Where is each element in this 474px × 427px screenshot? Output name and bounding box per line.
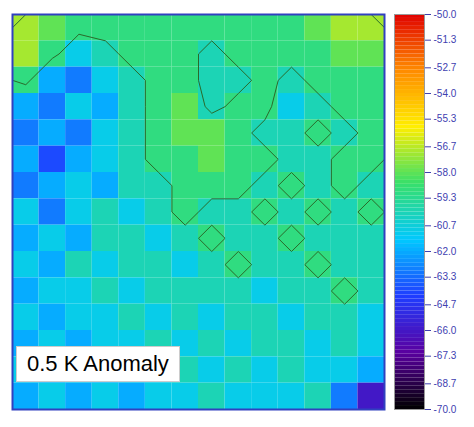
svg-text:-63.3: -63.3 bbox=[434, 271, 457, 282]
svg-text:-51.3: -51.3 bbox=[434, 34, 457, 45]
svg-text:-59.3: -59.3 bbox=[434, 192, 457, 203]
svg-text:-50.0: -50.0 bbox=[434, 9, 457, 20]
svg-text:-67.3: -67.3 bbox=[434, 350, 457, 361]
svg-text:-52.7: -52.7 bbox=[434, 62, 457, 73]
svg-text:-68.7: -68.7 bbox=[434, 378, 457, 389]
svg-text:-70.0: -70.0 bbox=[434, 404, 457, 415]
svg-text:-62.0: -62.0 bbox=[434, 246, 457, 257]
svg-text:-54.0: -54.0 bbox=[434, 88, 457, 99]
svg-text:-55.3: -55.3 bbox=[434, 113, 457, 124]
svg-text:-56.7: -56.7 bbox=[434, 141, 457, 152]
svg-text:-60.7: -60.7 bbox=[434, 220, 457, 231]
html-text:0.5 K Anomaly: 0.5 K Anomaly bbox=[27, 351, 169, 376]
svg-text:-58.0: -58.0 bbox=[434, 167, 457, 178]
svg-text:-66.0: -66.0 bbox=[434, 325, 457, 336]
svg-text:-64.7: -64.7 bbox=[434, 299, 457, 310]
